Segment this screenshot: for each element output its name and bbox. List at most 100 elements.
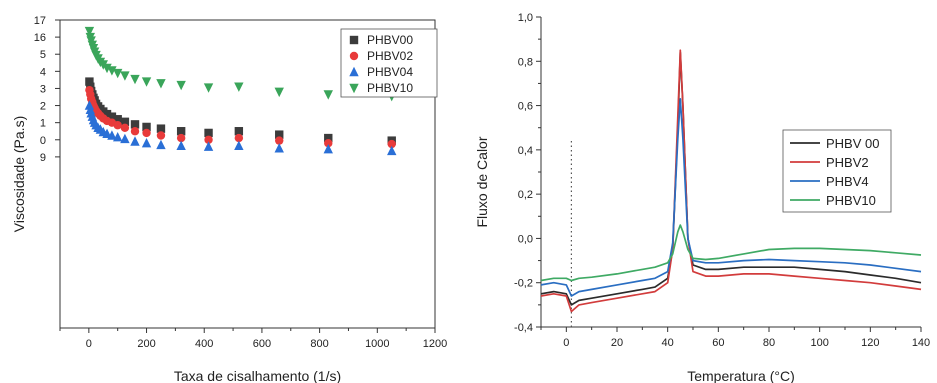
x-axis-label: Temperatura (°C)	[687, 368, 795, 383]
series-phbv10	[84, 26, 397, 102]
x-tick-label: 1000	[365, 338, 389, 350]
data-point	[130, 136, 140, 146]
legend-label: PHBV04	[367, 65, 413, 79]
data-point	[176, 140, 186, 150]
y-tick-label: 1	[40, 118, 46, 130]
data-point	[156, 79, 166, 89]
plot-frame	[59, 19, 436, 329]
y-tick-label: 9	[40, 152, 46, 164]
legend-label: PHBV02	[367, 49, 413, 63]
data-point	[275, 130, 284, 139]
legend-marker	[349, 66, 359, 77]
data-point	[387, 145, 397, 156]
x-tick-label: 60	[712, 337, 724, 349]
x-tick-label: 120	[861, 337, 879, 349]
y-tick-label: 16	[34, 32, 46, 44]
y-axis-label: Viscosidade (Pa.s)	[11, 116, 27, 232]
data-point	[84, 100, 95, 110]
data-point	[120, 117, 130, 127]
data-point	[323, 143, 333, 154]
data-point	[112, 132, 123, 142]
data-point	[324, 133, 333, 143]
data-point	[176, 127, 186, 136]
data-point	[107, 112, 117, 121]
data-point	[113, 115, 122, 124]
data-point	[102, 63, 112, 74]
data-point	[120, 71, 130, 81]
data-point	[130, 127, 140, 136]
y-tick-label: -0,4	[514, 322, 533, 334]
data-point	[234, 127, 244, 136]
data-point	[156, 139, 166, 150]
x-tick-label: 800	[310, 338, 328, 350]
viscosity-chart: 0 200 400 600 800 1000 1200 17 16 5 4 3 2 1 0 9 Taxa de …	[11, 15, 447, 383]
data-point	[323, 90, 333, 100]
data-point	[102, 109, 112, 119]
x-tick-label: 400	[195, 338, 213, 350]
x-tick-label: 40	[662, 337, 674, 349]
legend-label: PHBV10	[826, 193, 876, 208]
y-tick-label: 0,4	[518, 145, 533, 157]
legend: PHBV00 PHBV02 PHBV04 PHBV10	[340, 28, 438, 98]
data-point	[274, 87, 284, 98]
x-tick-label: 100	[810, 337, 828, 349]
y-tick-label: 0,0	[518, 233, 533, 245]
x-tick-label: 0	[563, 337, 569, 349]
data-point	[107, 130, 117, 140]
x-axis-label: Taxa de cisalhamento (1/s)	[174, 368, 341, 383]
x-tick-label: 600	[253, 338, 271, 350]
data-point	[204, 135, 213, 144]
y-tick-label: 0,8	[518, 56, 533, 68]
data-point	[176, 80, 186, 91]
data-point	[234, 82, 244, 92]
data-point	[141, 138, 152, 148]
data-point	[324, 139, 333, 148]
series-line-phbv10	[540, 224, 922, 282]
data-point	[234, 133, 244, 143]
x-tick-label: 0	[86, 338, 92, 350]
legend-label: PHBV10	[367, 81, 413, 95]
y-tick-label: 0	[40, 135, 46, 147]
x-tick-label: 140	[912, 337, 930, 349]
y-tick-label: 0,6	[518, 101, 533, 113]
series-phbv04	[84, 100, 397, 156]
data-point	[107, 66, 117, 76]
dsc-chart: 0 20 40 60 80 100 120 140 1,0 0,8 0,6 0,4 0,2 0,0 -0,2…	[474, 12, 930, 383]
data-point	[130, 120, 140, 129]
data-point	[176, 133, 186, 143]
legend-marker	[349, 83, 359, 94]
x-tick-label: 80	[763, 337, 775, 349]
x-tick-label: 20	[611, 337, 623, 349]
data-point	[112, 68, 123, 79]
series-line-phbv2	[540, 49, 922, 313]
data-point	[120, 123, 130, 132]
y-tick-label: 4	[40, 66, 46, 78]
x-tick-label: 200	[137, 338, 155, 350]
legend-label: PHBV 00	[826, 136, 879, 151]
y-tick-label: 2	[40, 101, 46, 113]
data-point	[84, 26, 95, 37]
data-point	[204, 128, 213, 138]
data-point	[142, 128, 151, 138]
y-tick-label: 5	[40, 49, 46, 61]
data-point	[203, 141, 214, 151]
legend: PHBV 00 PHBV2 PHBV4 PHBV10	[782, 129, 892, 213]
legend-marker	[349, 51, 359, 61]
data-point	[120, 133, 130, 144]
data-point	[141, 77, 152, 87]
legend-label: PHBV2	[826, 155, 869, 170]
y-tick-label: 0,2	[518, 189, 533, 201]
y-axis-label: Fluxo de Calor	[474, 136, 490, 227]
series-phbv02	[85, 85, 396, 149]
data-point	[275, 136, 284, 145]
series-line-phbv4	[540, 98, 922, 297]
legend-marker	[349, 35, 359, 45]
y-tick-label: 17	[34, 15, 46, 27]
data-point	[142, 122, 151, 132]
y-tick-label: 3	[40, 83, 46, 95]
data-point	[85, 77, 94, 86]
data-point	[387, 139, 396, 149]
data-point	[113, 121, 122, 130]
y-tick-label: 1,0	[518, 12, 533, 24]
